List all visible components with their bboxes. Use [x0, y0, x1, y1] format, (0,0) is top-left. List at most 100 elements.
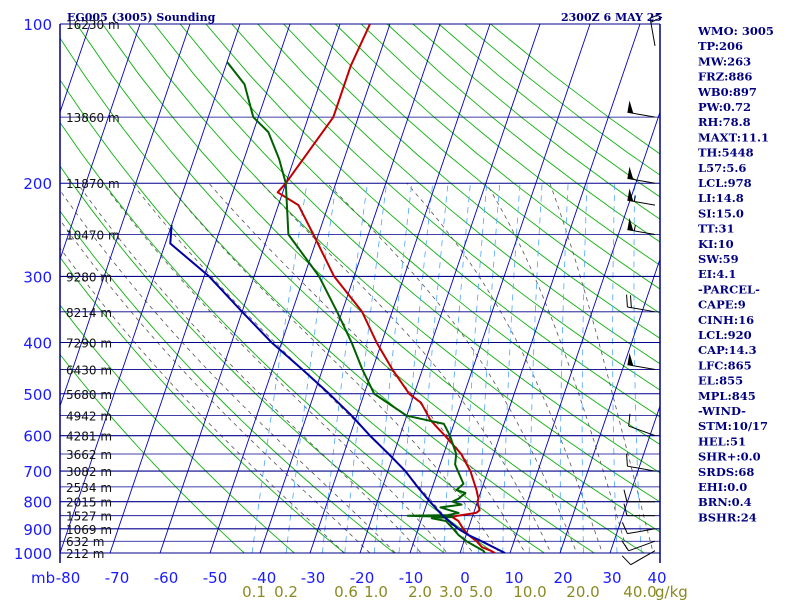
- mixing-ratio-line: [478, 183, 501, 553]
- pressure-tick-label: 500: [23, 386, 52, 404]
- mixing-ratio-line: [502, 183, 521, 553]
- moist-adiabat: [166, 182, 500, 553]
- moist-adiabat: [60, 219, 371, 553]
- index-line: LI:14.8: [698, 191, 744, 205]
- dry-adiabat: [334, 24, 660, 290]
- wind-barb: [621, 540, 656, 552]
- wind-barb-staff: [627, 111, 656, 118]
- mixing-ratio-line: [251, 183, 308, 553]
- wind-barb-pennant: [627, 188, 634, 202]
- mixing-ratio-label: 5.0: [469, 583, 493, 600]
- temperature-tick-label: 40: [647, 569, 666, 587]
- index-line: CINH:16: [698, 313, 754, 327]
- height-label: 10470 m: [66, 229, 120, 243]
- index-line: L57:5.6: [698, 161, 746, 175]
- mixing-ratio-line: [528, 183, 543, 553]
- height-label: 4942 m: [66, 410, 112, 424]
- mixing-ratio-line: [559, 183, 569, 553]
- mixing-ratio-label: 1.0: [364, 583, 388, 600]
- wind-barb-half-feather: [633, 224, 636, 231]
- moist-adiabat: [406, 182, 603, 553]
- mixing-ratio-label: 10.0: [513, 583, 546, 600]
- dry-adiabat: [60, 304, 295, 553]
- temperature-tick-label: -60: [154, 569, 179, 587]
- mixing-ratio-label: 3.0: [439, 583, 463, 600]
- dry-adiabat: [60, 256, 346, 553]
- wind-barb-feather: [629, 295, 632, 308]
- height-label: 212 m: [66, 547, 104, 561]
- wind-barb-staff: [627, 364, 656, 371]
- index-line: EL:855: [698, 374, 743, 388]
- moist-adiabat: [102, 182, 448, 553]
- height-label: 1069 m: [66, 523, 112, 537]
- pressure-tick-label: 600: [23, 428, 52, 446]
- moist-adiabat: [261, 182, 552, 553]
- series-line-2: [169, 225, 506, 553]
- index-line: TP:206: [698, 39, 743, 53]
- wind-barb-feather: [649, 12, 662, 19]
- index-line: SRDS:68: [698, 465, 754, 479]
- wind-barb-feather: [621, 540, 630, 552]
- wind-barb: [626, 294, 656, 313]
- isotherm: [60, 24, 191, 408]
- dry-adiabat: [60, 165, 446, 553]
- pressure-tick-label: 700: [23, 463, 52, 481]
- index-line: WB0:897: [697, 85, 757, 99]
- isotherm: [609, 404, 660, 553]
- wind-barbs: [621, 12, 663, 566]
- pressure-tick-label: 200: [23, 175, 52, 193]
- isotherm: [259, 24, 441, 553]
- height-label: 632 m: [66, 535, 104, 549]
- wind-barb-staff: [630, 550, 656, 566]
- dry-adiabat: [360, 24, 660, 266]
- dry-adiabat: [60, 37, 596, 553]
- wind-barb: [649, 12, 663, 46]
- index-line: TH:5448: [698, 146, 754, 160]
- mixing-ratio-line: [581, 183, 588, 553]
- height-label: 9280 m: [66, 270, 112, 284]
- index-line: WMO: 3005: [697, 24, 774, 38]
- temperature-tick-label: 0: [460, 569, 470, 587]
- index-line: MPL:845: [698, 389, 756, 403]
- isotherm: [159, 24, 341, 553]
- index-line: EI:4.1: [698, 267, 736, 281]
- index-line: LFC:865: [698, 358, 752, 372]
- wind-barb-staff: [627, 528, 656, 535]
- index-line: SHR+:0.0: [698, 450, 761, 464]
- wind-barb-feather: [623, 503, 628, 516]
- wind-barb-staff: [628, 540, 656, 552]
- index-line: PW:0.72: [698, 100, 751, 114]
- height-label: 5680 m: [66, 388, 112, 402]
- index-line: BRN:0.4: [698, 495, 752, 509]
- pressure-tick-label: 300: [23, 268, 52, 286]
- mixing-ratio-line: [321, 183, 368, 553]
- temperature-tick-label: -70: [105, 569, 130, 587]
- mixing-ratio-label: 20.0: [566, 583, 599, 600]
- moist-adiabat: [77, 182, 422, 553]
- index-line: KI:10: [698, 237, 734, 251]
- index-line: EHI:0.0: [698, 480, 747, 494]
- dry-adiabat: [231, 24, 660, 391]
- wind-barb: [627, 217, 656, 236]
- mixing-ratio-label: 0.1: [242, 583, 266, 600]
- sounding-series: [169, 24, 506, 553]
- isotherm: [209, 24, 391, 553]
- pressure-tick-label: 400: [23, 334, 52, 352]
- dry-adiabat: [257, 24, 660, 365]
- wind-barb-staff: [627, 465, 656, 472]
- chart-timestamp: 2300Z 6 MAY 25: [561, 11, 662, 24]
- height-label: 1527 m: [66, 510, 112, 524]
- series-line-0: [276, 24, 496, 553]
- isobars: [60, 23, 660, 554]
- chart-title: EG005 (3005) Sounding: [67, 11, 216, 24]
- wind-barb-feather: [621, 522, 628, 534]
- dry-adiabat: [60, 210, 396, 553]
- mixing-ratio-line: [443, 183, 471, 553]
- wind-barb-pennant: [627, 100, 634, 114]
- wind-barb: [627, 188, 656, 206]
- wind-barb: [627, 166, 656, 184]
- wind-barb-staff: [627, 199, 656, 206]
- height-label: 3662 m: [66, 448, 112, 462]
- dry-adiabat: [127, 24, 660, 503]
